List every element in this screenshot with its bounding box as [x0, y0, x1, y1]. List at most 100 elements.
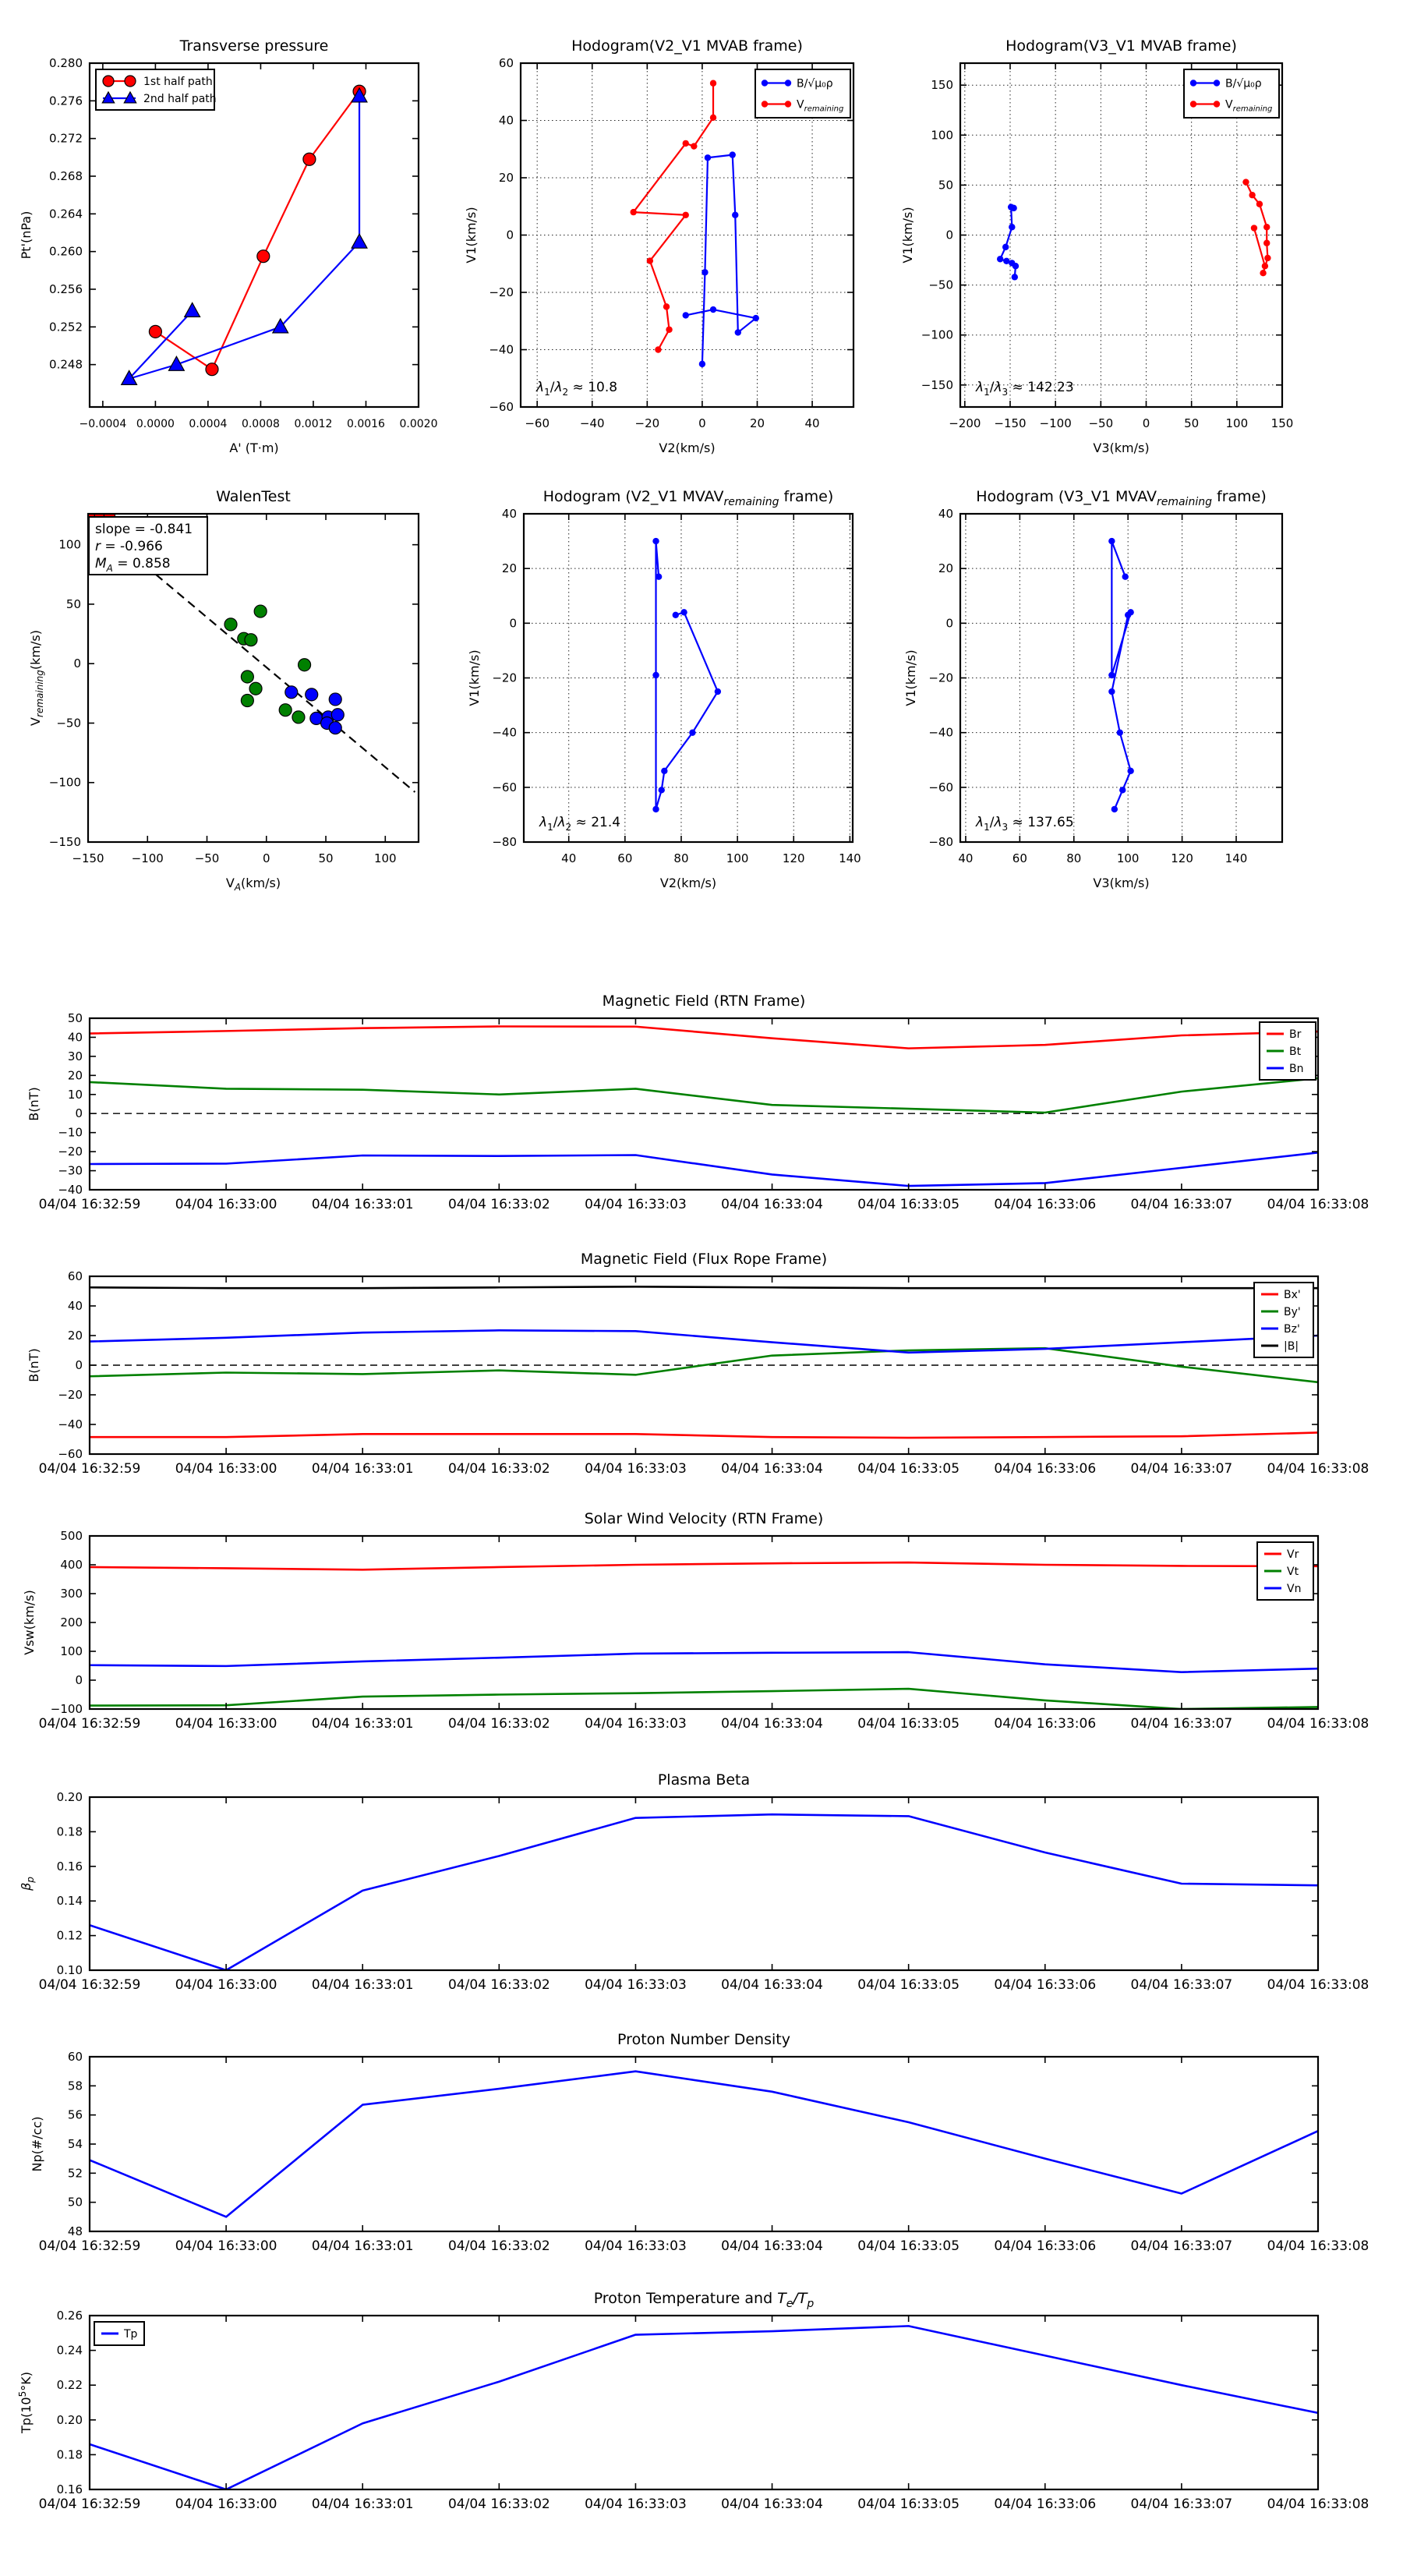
solar-wind-velocity-xtick-label: 04/04 16:33:07 — [1131, 1716, 1233, 1732]
series-v2v1-path — [655, 540, 719, 810]
solar-wind-velocity-title: Solar Wind Velocity (RTN Frame) — [585, 1510, 824, 1527]
series-Tp — [90, 2325, 1318, 2489]
solar-wind-velocity-legend-label: Vt — [1287, 1566, 1299, 1578]
walen-test-ytick-label: 100 — [58, 538, 81, 552]
hodogram-v3v1-mvab-xtick-label: −100 — [1040, 416, 1072, 430]
proton-number-density-xtick-label: 04/04 16:33:06 — [994, 2238, 1096, 2254]
proton-temperature-ytick-label: 0.22 — [57, 2378, 83, 2392]
hodogram-v2v1-mvab-xtick-label: −60 — [525, 416, 550, 430]
panel-hodogram-v3v1-mvav: 40 60 80 100 120 140 −80 −60 −40 −20 0 20 40 Hodogram… — [903, 488, 1284, 890]
hodogram-v3v1-mvab-ytick-label: 0 — [945, 228, 953, 242]
series-2nd-half-path — [128, 96, 361, 380]
proton-number-density-ytick-label: 58 — [68, 2079, 83, 2093]
proton-number-density-xtick-label: 04/04 16:33:00 — [175, 2238, 277, 2254]
magnetic-field-flux-rope-xtick-label: 04/04 16:33:08 — [1267, 1461, 1369, 1477]
hodogram-v2v1-mvab-xtick-label: 40 — [805, 416, 820, 430]
magnetic-field-rtn-xtick-label: 04/04 16:33:05 — [857, 1197, 959, 1212]
hodogram-v2v1-mvab-ytick-label: −20 — [489, 285, 514, 299]
hodogram-v3v1-mvab-xlabel: V3(km/s) — [1093, 441, 1149, 455]
hodogram-v3v1-mvav-ytick-label: −80 — [928, 835, 953, 849]
hodogram-v3v1-mvab-ytick-label: 50 — [938, 178, 953, 192]
hodogram-v2v1-mvav-grid — [524, 513, 853, 843]
plasma-beta-ytick-label: 0.14 — [57, 1894, 83, 1908]
proton-temperature-xtick-label: 04/04 16:32:59 — [39, 2496, 141, 2512]
hodogram-v3v1-mvab-ticks: −200 −150 −100 −50 0 50 100 150 −150 −100 −50 0 50 10… — [921, 63, 1294, 430]
proton-temperature-xtick-label: 04/04 16:33:04 — [721, 2496, 823, 2512]
magnetic-field-rtn-ytick-label: 30 — [68, 1049, 83, 1063]
magnetic-field-rtn-ytick-label: 0 — [75, 1106, 83, 1120]
hodogram-v3v1-mvab-title: Hodogram(V3_V1 MVAB frame) — [1005, 37, 1237, 55]
magnetic-field-rtn-ytick-label: −20 — [58, 1145, 83, 1159]
hodogram-v2v1-mvav-xtick-label: 140 — [839, 851, 861, 865]
magnetic-field-flux-rope-xtick-label: 04/04 16:32:59 — [39, 1461, 141, 1477]
plasma-beta-ytick-label: 0.18 — [57, 1824, 83, 1838]
proton-number-density-ticks: 04/04 16:32:59 04/04 16:33:00 04/04 16:33:… — [39, 2050, 1369, 2254]
transverse-pressure-xtick-label: 0.0020 — [400, 418, 438, 430]
hodogram-v3v1-mvav-xtick-label: 60 — [1012, 851, 1027, 865]
hodogram-v2v1-mvab-title: Hodogram(V2_V1 MVAB frame) — [571, 37, 803, 55]
magnetic-field-flux-rope-ytick-label: 20 — [68, 1329, 83, 1343]
transverse-pressure-xtick-label: −0.0004 — [80, 418, 127, 430]
walen-test-ytick-label: 0 — [73, 656, 81, 671]
proton-temperature-ticks: 04/04 16:32:59 04/04 16:33:00 04/04 16:33:… — [39, 2309, 1369, 2512]
hodogram-v2v1-mvab-ylabel: V1(km/s) — [464, 207, 479, 263]
series-B-over-sqrt-mu0rho-markers — [996, 203, 1020, 281]
magnetic-field-rtn-legend-label: Bn — [1289, 1063, 1303, 1075]
solar-wind-velocity-xtick-label: 04/04 16:33:06 — [994, 1716, 1096, 1732]
solar-wind-velocity-ylabel: Vsw(km/s) — [22, 1590, 37, 1654]
hodogram-v2v1-mvab-series — [630, 80, 759, 368]
solar-wind-velocity-ytick-label: 400 — [60, 1558, 83, 1572]
proton-temperature-ytick-label: 0.16 — [57, 2482, 83, 2496]
panel-walen-test: −150 −100 −50 0 50 100 −150 −100 −50 0 50 100 WalenT… — [28, 488, 420, 893]
walen-test-xtick-label: 100 — [374, 851, 397, 865]
proton-temperature-ytick-label: 0.24 — [57, 2344, 83, 2358]
panel-hodogram-v2v1-mvab: −60 −40 −20 0 20 40 −60 −40 −20 0 20 40 60 Hodogram(V… — [464, 37, 855, 455]
proton-temperature-xtick-label: 04/04 16:33:01 — [312, 2496, 414, 2512]
hodogram-v3v1-mvab-xtick-label: 150 — [1271, 416, 1294, 430]
series-v3v1-path-markers — [1108, 537, 1134, 813]
plasma-beta-xtick-label: 04/04 16:33:07 — [1131, 1977, 1233, 1993]
panel-hodogram-v2v1-mvav: 40 60 80 100 120 140 −80 −60 −40 −20 0 20 40 Hodogram… — [467, 488, 861, 890]
solar-wind-velocity-ytick-label: 200 — [60, 1615, 83, 1629]
proton-temperature-xtick-label: 04/04 16:33:07 — [1131, 2496, 1233, 2512]
hodogram-v3v1-mvav-ytick-label: 0 — [945, 616, 953, 630]
hodogram-v2v1-mvav-ytick-label: −20 — [492, 671, 517, 685]
solar-wind-velocity-series — [90, 1561, 1318, 1709]
hodogram-v2v1-mvab-ytick-label: −40 — [489, 343, 514, 357]
plasma-beta-ytick-label: 0.20 — [57, 1790, 83, 1804]
hodogram-v2v1-mvav-xlabel: V2(km/s) — [660, 876, 716, 890]
hodogram-v2v1-mvab-ticks: −60 −40 −20 0 20 40 −60 −40 −20 0 20 40 60 — [489, 56, 853, 430]
series-v2v1-path-markers — [652, 537, 722, 813]
solar-wind-velocity-legend: Vr Vt Vn — [1256, 1541, 1314, 1601]
series-beta-p — [90, 1813, 1318, 1970]
hodogram-v2v1-mvav-ytick-label: 40 — [502, 507, 517, 521]
solar-wind-velocity-ytick-label: −100 — [51, 1702, 83, 1716]
hodogram-v3v1-mvav-ytick-label: −60 — [928, 780, 953, 794]
magnetic-field-flux-rope-ticks: 04/04 16:32:59 04/04 16:33:00 04/04 16:33:… — [39, 1269, 1369, 1477]
magnetic-field-rtn-legend: Br Bt Bn — [1259, 1021, 1316, 1081]
magnetic-field-rtn-ytick-label: −10 — [58, 1126, 83, 1140]
transverse-pressure-ticks: −0.0004 0.0000 0.0004 0.0008 0.0012 0.0016 0.0… — [49, 56, 437, 430]
series-Bt — [90, 1077, 1318, 1114]
magnetic-field-rtn-ytick-label: 50 — [68, 1011, 83, 1025]
hodogram-v3v1-mvav-ytick-label: 20 — [938, 561, 953, 575]
hodogram-v3v1-mvab-ytick-label: −150 — [921, 378, 953, 392]
hodogram-v2v1-mvab-ytick-label: 40 — [499, 114, 514, 128]
hodogram-v3v1-mvav-xtick-label: 120 — [1171, 851, 1193, 865]
plasma-beta-xtick-label: 04/04 16:33:01 — [312, 1977, 414, 1993]
magnetic-field-rtn-axes-frame — [88, 1017, 1320, 1191]
walen-test-xtick-label: −100 — [132, 851, 164, 865]
hodogram-v3v1-mvab-xtick-label: −150 — [994, 416, 1026, 430]
panel-proton-number-density: 04/04 16:32:59 04/04 16:33:00 04/04 16:33:… — [30, 2031, 1369, 2254]
hodogram-v3v1-mvav-ticks: 40 60 80 100 120 140 −80 −60 −40 −20 0 20 40 — [928, 507, 1282, 865]
series-B-over-sqrt-mu0rho-markers — [682, 151, 759, 368]
proton-number-density-series — [90, 2070, 1318, 2218]
transverse-pressure-legend: 1st half path 2nd half path — [95, 69, 217, 111]
magnetic-field-rtn-ytick-label: 10 — [68, 1088, 83, 1102]
magnetic-field-flux-rope-ytick-label: 0 — [75, 1358, 83, 1372]
plasma-beta-xtick-label: 04/04 16:33:04 — [721, 1977, 823, 1993]
magnetic-field-rtn-xtick-label: 04/04 16:33:04 — [721, 1197, 823, 1212]
panel-transverse-pressure: −0.0004 0.0000 0.0004 0.0008 0.0012 0.0016 0.0… — [19, 37, 438, 455]
transverse-pressure-ytick-label: 0.276 — [49, 94, 83, 108]
proton-temperature-xtick-label: 04/04 16:33:08 — [1267, 2496, 1369, 2512]
